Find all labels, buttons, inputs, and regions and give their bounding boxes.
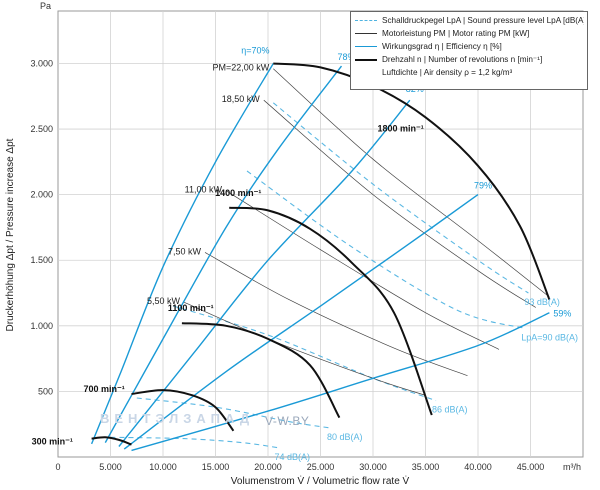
motor-power-label: PM=22,00 kW [212,63,269,73]
speed-curve-label: 1800 min⁻¹ [378,123,424,133]
motor-power-label: 11,00 kW [185,185,223,195]
legend-text: Luftdichte | Air density ρ = 1,2 kg/m³ [382,67,513,77]
speed-curve [91,436,132,446]
motor-power-line [273,68,550,298]
legend-item-efficiency: Wirkungsgrad η | Efficiency η [%] [355,40,584,53]
speed-curve [273,62,551,300]
efficiency-line [131,312,550,452]
efficiency-label: η=70% [241,45,269,55]
x-unit-label: m³/h [563,462,581,472]
sound-level-label: 74 dB(A) [275,452,311,462]
watermark-site: V-W.BY [265,414,310,428]
x-axis-title: Volumenstrom V̇ / Volumetric flow rate V… [231,474,410,487]
y-tick-label: 500 [38,386,53,396]
motor-power-line [183,301,426,396]
speed-curve [229,206,433,416]
y-tick-label: 3.000 [30,58,53,68]
efficiency-line [123,194,479,450]
efficiency-line [90,63,274,445]
legend-item-density: Luftdichte | Air density ρ = 1,2 kg/m³ [355,66,584,79]
motor-power-line [204,252,468,377]
x-tick-label: 30.000 [359,462,387,472]
x-tick-label: 45.000 [517,462,545,472]
axis-ticks: 0 5.000 10.000 15.000 20.000 25.000 30.000 35.0… [30,58,544,472]
speed-curve-label: 1100 min⁻¹ [168,303,214,313]
motor-power-label: 7,50 kW [168,246,202,256]
curve-labels: 300 min⁻¹ 700 min⁻¹ 1100 min⁻¹ 1400 min⁻¹ 18… [32,45,578,461]
motor-power-label: 18,50 kW [222,94,261,104]
sound-level-label: LpA=90 dB(A) [521,332,578,342]
y-axis-title: Druckerhöhung Δpt / Pressure increase Δp… [5,138,16,331]
y-tick-label: 2.000 [30,190,53,200]
x-tick-label: 5.000 [99,462,122,472]
y-unit-label: Pa [40,1,51,11]
legend-text: Motorleistung PM | Motor rating PM [kW] [382,28,530,38]
x-tick-label: 35.000 [412,462,440,472]
x-tick-label: 20.000 [254,462,282,472]
legend-item-sound: Schalldruckpegel LpA | Sound pressure le… [355,14,584,27]
efficiency-line [104,65,343,443]
speed-curves [91,62,551,446]
efficiency-lines [90,63,550,452]
efficiency-label: 78% [338,52,356,62]
speed-curve [131,389,235,432]
sound-level-line [272,102,529,294]
speed-curve-label: 300 min⁻¹ [32,437,73,447]
x-tick-label: 15.000 [202,462,230,472]
x-tick-label: 25.000 [307,462,335,472]
speed-curve-label: 1400 min⁻¹ [215,188,261,198]
watermark-logo: ВЕНТЭЛЗАПАД [100,411,255,426]
efficiency-label: 79% [474,181,492,191]
legend-item-motor: Motorleistung PM | Motor rating PM [kW] [355,27,584,40]
x-tick-label: 40.000 [464,462,492,472]
sound-level-label: 86 dB(A) [432,405,468,415]
legend-swatch-thin [355,33,377,34]
speed-curve-label: 700 min⁻¹ [84,384,125,394]
legend-text: Drehzahl n | Number of revolutions n [mi… [382,54,543,64]
motor-power-line [263,99,536,308]
legend-swatch-blue [355,46,377,47]
sound-level-label: 93 dB(A) [524,297,560,307]
motor-power-label: 5,50 kW [147,296,181,306]
x-tick-label: 10.000 [149,462,177,472]
legend-text: Schalldruckpegel LpA | Sound pressure le… [382,15,584,25]
y-tick-label: 2.500 [30,124,53,134]
sound-level-label: 80 dB(A) [327,432,363,442]
efficiency-label: 59% [553,309,571,319]
sound-level-line [110,436,279,449]
legend-swatch-thick [355,58,377,61]
x-tick-label: 0 [55,462,60,472]
legend: Schalldruckpegel LpA | Sound pressure le… [350,11,588,90]
legend-swatch-dash [355,20,377,21]
y-tick-label: 1.500 [30,255,53,265]
efficiency-line [118,99,411,447]
legend-text: Wirkungsgrad η | Efficiency η [%] [382,41,502,51]
legend-item-speed: Drehzahl n | Number of revolutions n [mi… [355,53,584,66]
sound-level-lines [110,102,529,449]
speed-curve [181,322,341,419]
y-tick-label: 1.000 [30,321,53,331]
